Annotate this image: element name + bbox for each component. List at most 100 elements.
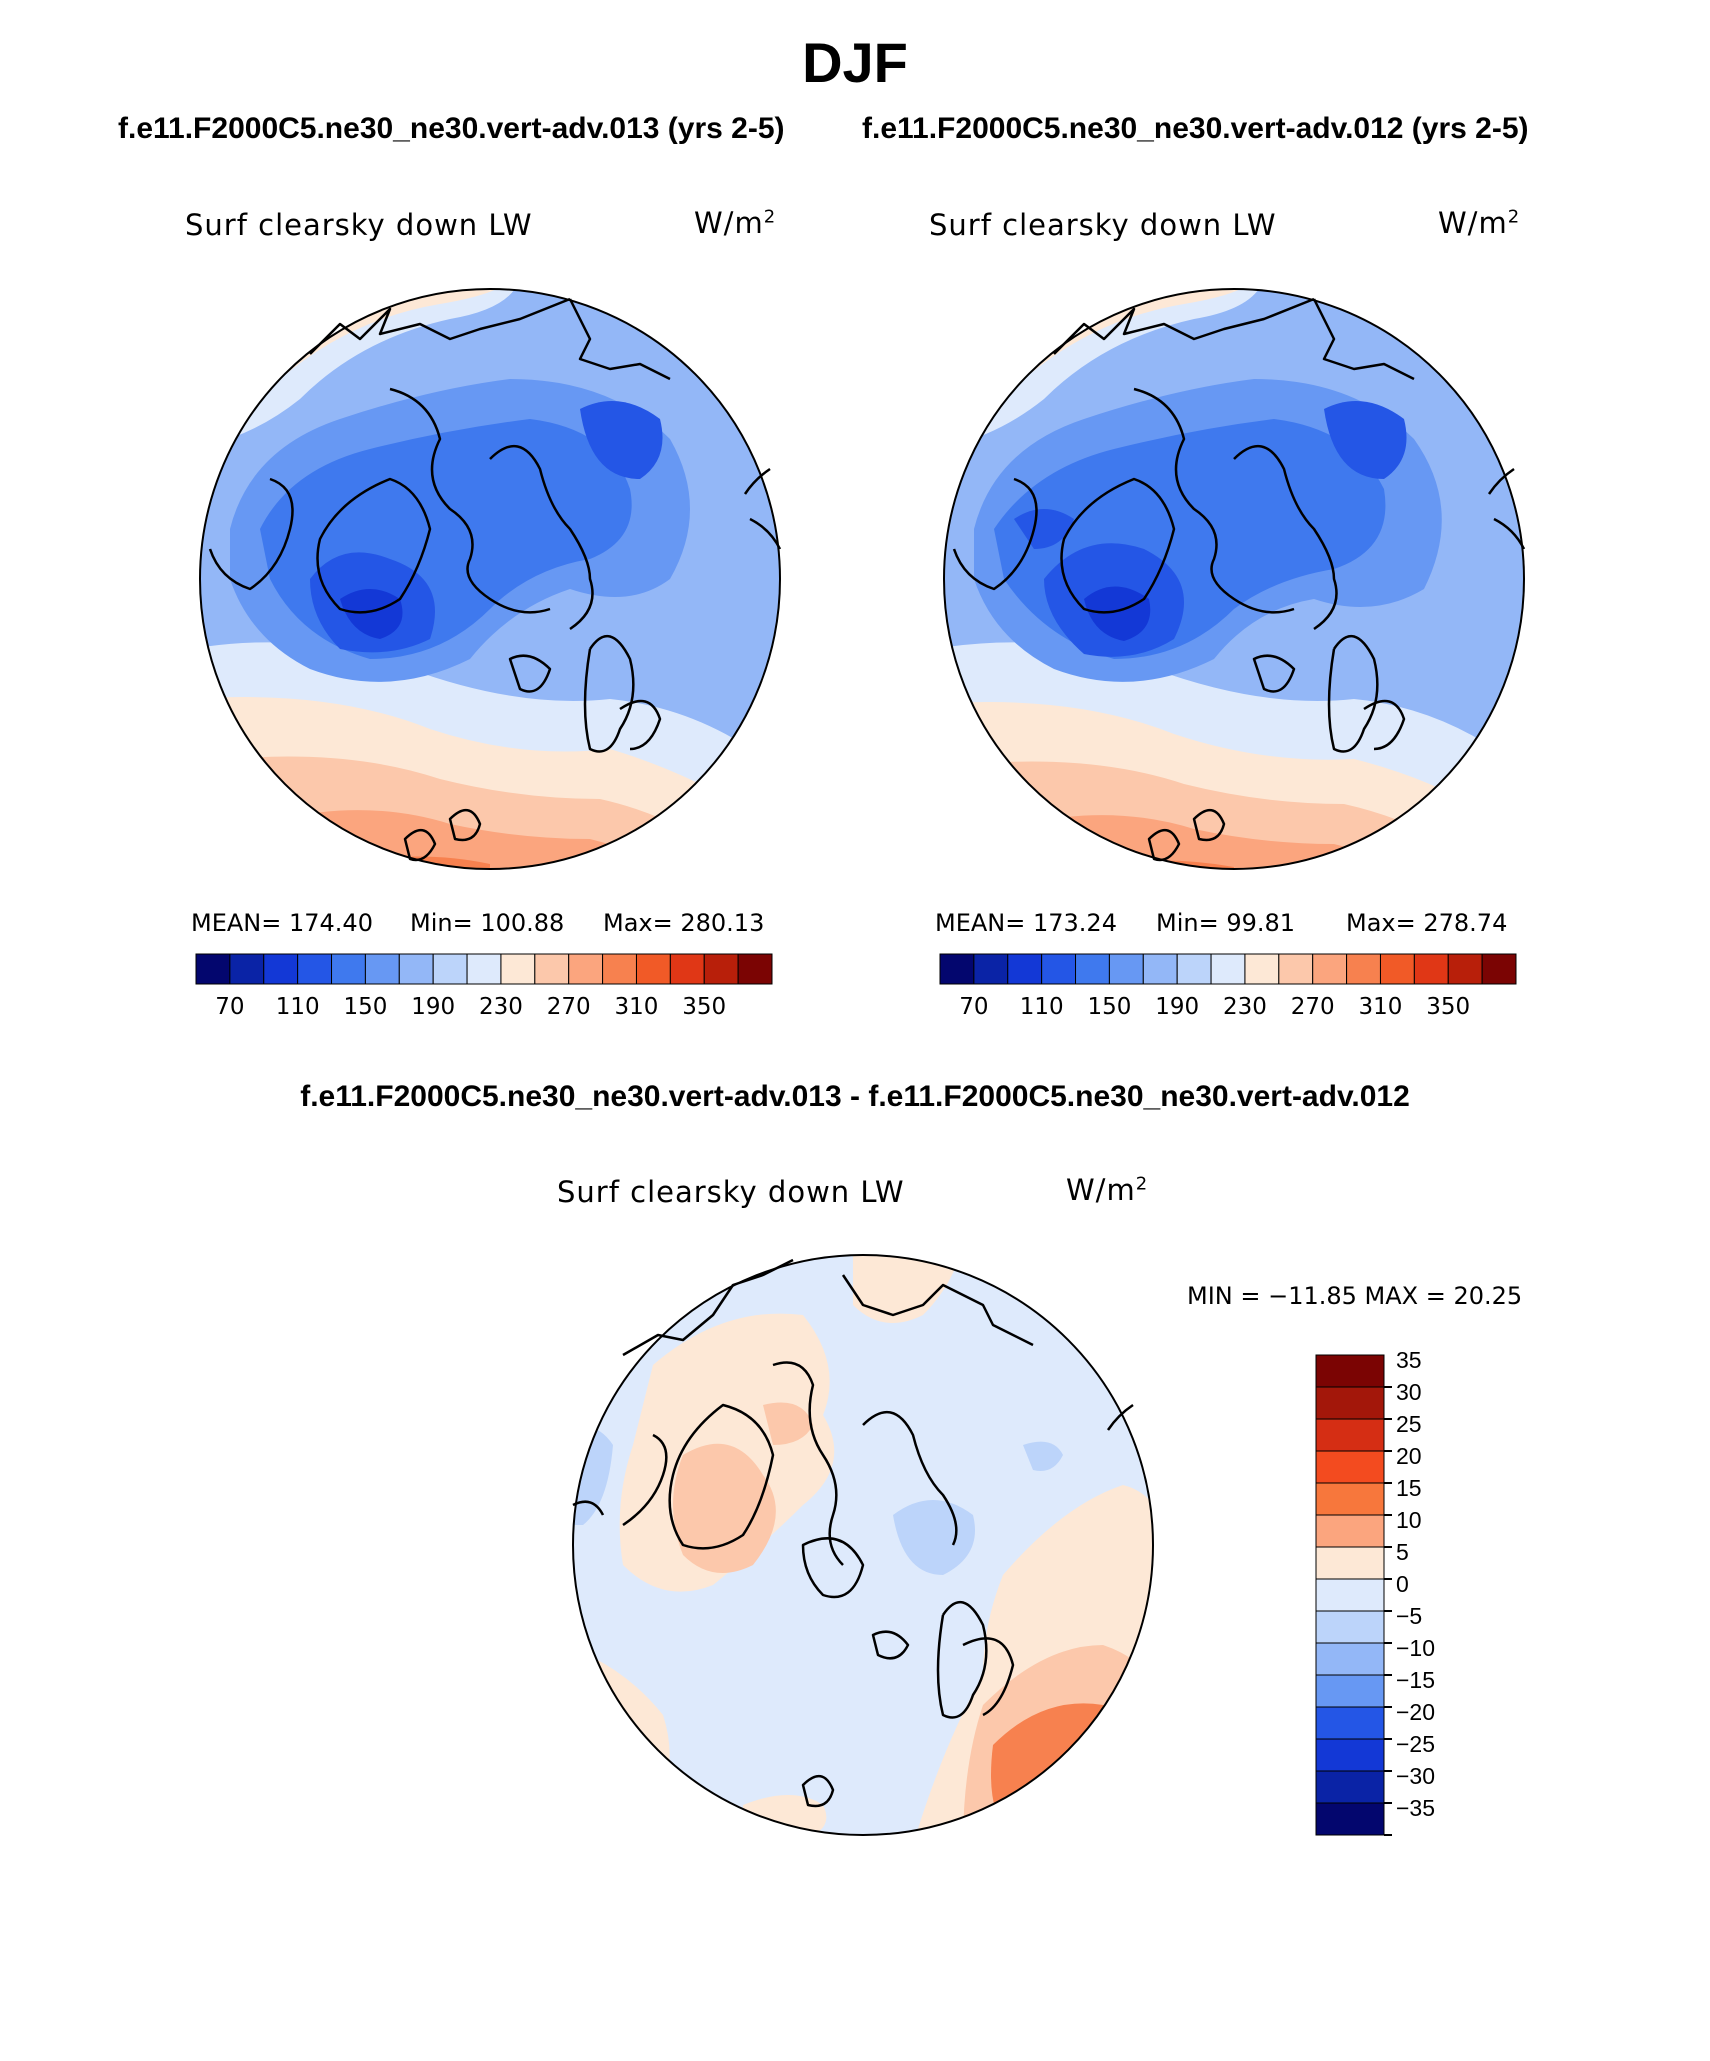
panel1-polar-map — [199, 288, 782, 870]
difference-colorbar-tick-mark — [1384, 1642, 1392, 1644]
panel1-colorbar-swatch — [331, 953, 366, 985]
panel1-colorbar-swatch — [568, 953, 604, 985]
panel2-mean: MEAN= 173.24 — [935, 909, 1117, 937]
panel1-colorbar-swatch — [432, 953, 468, 985]
panel1-units-exp: 2 — [763, 206, 777, 228]
panel2-colorbar-swatch — [1108, 953, 1144, 985]
difference-colorbar-tick-label: 25 — [1396, 1411, 1422, 1437]
panel2-colorbar-swatch — [1142, 953, 1178, 985]
panel1-colorbar-swatch — [703, 953, 739, 985]
panel1-units-text: W/m — [694, 206, 764, 240]
panel1-units-label: W/m2 — [694, 206, 776, 240]
panel1-colorbar-swatch — [229, 953, 265, 985]
difference-colorbar-swatch — [1315, 1642, 1385, 1676]
panel1-colorbar — [195, 953, 773, 985]
panel2-map-border — [943, 288, 1525, 870]
panel2-variable-label: Surf clearsky down LW — [929, 208, 1277, 242]
panel2-units-label: W/m2 — [1438, 206, 1520, 240]
difference-colorbar-tick-mark — [1384, 1738, 1392, 1740]
panel2-units-exp: 2 — [1507, 206, 1521, 228]
panel2-polar-map — [943, 288, 1526, 870]
difference-colorbar-swatch — [1315, 1482, 1385, 1516]
panel2-coastlines — [952, 297, 1526, 862]
difference-coastlines — [572, 1258, 1134, 1808]
panel2-colorbar-swatch — [939, 953, 975, 985]
panel2-colorbar-swatch — [1075, 953, 1110, 985]
panel2-colorbar-swatch — [1176, 953, 1212, 985]
difference-colorbar-swatch — [1315, 1610, 1385, 1644]
difference-colorbar-swatch — [1315, 1802, 1385, 1836]
difference-colorbar-swatch — [1315, 1674, 1385, 1708]
figure-title: DJF — [802, 31, 908, 94]
panel2-colorbar-swatch — [1244, 953, 1280, 985]
difference-map-border — [572, 1254, 1154, 1836]
difference-title: f.e11.F2000C5.ne30_ne30.vert-adv.013 - f… — [300, 1080, 1410, 1113]
panel2-colorbar-swatch — [1481, 953, 1517, 985]
panel1-colorbar-swatch — [500, 953, 536, 985]
panel1-colorbar-swatch — [602, 953, 637, 985]
difference-colorbar-tick-mark — [1384, 1610, 1392, 1612]
difference-colorbar-tick-label: 20 — [1396, 1443, 1422, 1469]
panel2-colorbar-tick-label: 150 — [1087, 994, 1132, 1020]
panel2-min: Min= 99.81 — [1156, 909, 1296, 937]
panel1-colorbar-swatch — [263, 953, 299, 985]
panel1-colorbar-tick-label: 350 — [682, 994, 727, 1020]
difference-colorbar-tick-label: −30 — [1396, 1763, 1436, 1789]
panel2-colorbar-tick-label: 110 — [1019, 994, 1064, 1020]
difference-colorbar-swatch — [1315, 1738, 1385, 1772]
difference-colorbar-tick-label: 30 — [1396, 1379, 1422, 1405]
difference-colorbar-tick-mark — [1384, 1482, 1392, 1484]
difference-units-label: W/m2 — [1066, 1173, 1148, 1207]
panel2-colorbar-swatch — [1312, 953, 1348, 985]
difference-minmax: MIN = −11.85 MAX = 20.25 — [1187, 1282, 1523, 1310]
difference-units-exp: 2 — [1135, 1173, 1149, 1195]
difference-colorbar-tick-label: −35 — [1396, 1795, 1436, 1821]
difference-colorbar-swatch — [1315, 1386, 1385, 1420]
difference-variable-label: Surf clearsky down LW — [557, 1175, 905, 1209]
panel2-colorbar-swatch — [1447, 953, 1483, 985]
difference-colorbar-tick-label: −20 — [1396, 1699, 1436, 1725]
panel2-colorbar-swatch — [1346, 953, 1381, 985]
panel1-colorbar-tick-label: 270 — [546, 994, 591, 1020]
panel2-colorbar-tick-label: 350 — [1426, 994, 1471, 1020]
panel2-colorbar-swatch — [1413, 953, 1449, 985]
panel1-colorbar-swatch — [534, 953, 570, 985]
panel2-max: Max= 278.74 — [1346, 909, 1508, 937]
difference-units-text: W/m — [1066, 1173, 1136, 1207]
difference-colorbar-tick-mark — [1384, 1834, 1392, 1836]
difference-colorbar-swatch — [1315, 1578, 1385, 1612]
panel1-variable-label: Surf clearsky down LW — [185, 208, 533, 242]
panel1-colorbar-swatch — [737, 953, 773, 985]
panel1-colorbar-tick-label: 190 — [411, 994, 456, 1020]
panel2-colorbar-tick-label: 310 — [1358, 994, 1403, 1020]
difference-colorbar-swatch — [1315, 1546, 1385, 1580]
panel2-colorbar — [939, 953, 1517, 985]
panel2-units-text: W/m — [1438, 206, 1508, 240]
difference-colorbar-tick-mark — [1384, 1418, 1392, 1420]
panel1-colorbar-swatch — [669, 953, 705, 985]
panel1-colorbar-swatch — [466, 953, 502, 985]
panel1-min: Min= 100.88 — [410, 909, 565, 937]
panel1-colorbar-swatch — [297, 953, 333, 985]
difference-colorbar-tick-label: 15 — [1396, 1475, 1422, 1501]
panel1-colorbar-tick-label: 110 — [275, 994, 320, 1020]
difference-colorbar-tick-mark — [1384, 1706, 1392, 1708]
panel2-colorbar-swatch — [1007, 953, 1043, 985]
panel1-colorbar-swatch — [398, 953, 434, 985]
difference-colorbar-swatch — [1315, 1450, 1385, 1484]
panel1-mean: MEAN= 174.40 — [191, 909, 373, 937]
panel1-colorbar-tick-label: 150 — [343, 994, 388, 1020]
panel1-max: Max= 280.13 — [603, 909, 765, 937]
difference-colorbar-tick-mark — [1384, 1578, 1392, 1580]
panel1-colorbar-swatch — [364, 953, 400, 985]
difference-colorbar-tick-label: 35 — [1396, 1347, 1422, 1373]
panel2-colorbar-swatch — [973, 953, 1009, 985]
difference-colorbar-swatch — [1315, 1706, 1385, 1740]
panel2-colorbar-tick-label: 270 — [1290, 994, 1335, 1020]
panel1-colorbar-tick-label: 310 — [614, 994, 659, 1020]
difference-colorbar-tick-mark — [1384, 1450, 1392, 1452]
difference-colorbar-tick-mark — [1384, 1770, 1392, 1772]
panel2-colorbar-swatch — [1278, 953, 1314, 985]
panel2-colorbar-swatch — [1210, 953, 1246, 985]
panel1-colorbar-swatch — [635, 953, 671, 985]
